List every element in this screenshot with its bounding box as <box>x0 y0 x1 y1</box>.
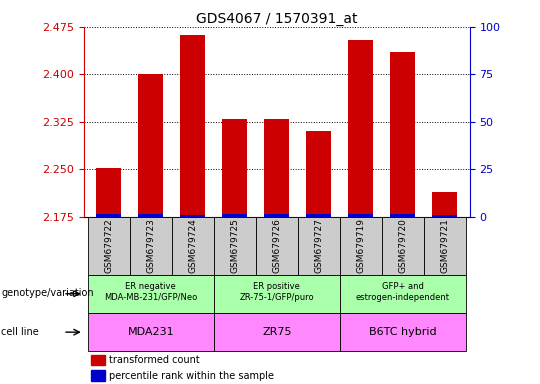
Bar <box>91 355 105 365</box>
Bar <box>91 370 105 381</box>
Text: cell line: cell line <box>1 327 39 337</box>
Text: GSM679722: GSM679722 <box>104 218 113 273</box>
Bar <box>88 217 130 275</box>
Bar <box>180 35 205 217</box>
Text: transformed count: transformed count <box>109 355 200 365</box>
Text: GSM679727: GSM679727 <box>314 218 323 273</box>
Text: GSM679720: GSM679720 <box>398 218 407 273</box>
Text: genotype/variation: genotype/variation <box>1 288 94 298</box>
Text: MDA231: MDA231 <box>127 327 174 337</box>
Text: GSM679721: GSM679721 <box>440 218 449 273</box>
Bar <box>348 40 373 217</box>
Text: GSM679726: GSM679726 <box>272 218 281 273</box>
Bar <box>138 74 164 217</box>
Text: GSM679725: GSM679725 <box>230 218 239 273</box>
Bar <box>306 214 332 217</box>
Bar <box>214 275 340 313</box>
Bar <box>172 217 214 275</box>
Bar <box>340 275 465 313</box>
Text: B6TC hybrid: B6TC hybrid <box>369 327 436 337</box>
Bar <box>432 215 457 217</box>
Bar <box>214 313 340 351</box>
Text: GFP+ and
estrogen-independent: GFP+ and estrogen-independent <box>356 282 450 301</box>
Bar <box>306 131 332 217</box>
Bar <box>390 52 415 217</box>
Bar <box>382 217 424 275</box>
Bar <box>222 119 247 217</box>
Text: GSM679723: GSM679723 <box>146 218 156 273</box>
Text: GSM679724: GSM679724 <box>188 218 197 273</box>
Bar <box>340 217 382 275</box>
Bar <box>390 214 415 217</box>
Bar <box>96 168 122 217</box>
Bar <box>340 313 465 351</box>
Bar <box>130 217 172 275</box>
Text: ER positive
ZR-75-1/GFP/puro: ER positive ZR-75-1/GFP/puro <box>239 282 314 301</box>
Bar <box>88 313 214 351</box>
Text: ZR75: ZR75 <box>262 327 292 337</box>
Bar <box>298 217 340 275</box>
Bar <box>88 275 214 313</box>
Bar <box>432 192 457 217</box>
Text: ER negative
MDA-MB-231/GFP/Neo: ER negative MDA-MB-231/GFP/Neo <box>104 282 198 301</box>
Bar <box>138 214 164 217</box>
Bar <box>264 119 289 217</box>
Bar <box>180 215 205 217</box>
Bar <box>424 217 465 275</box>
Text: GSM679719: GSM679719 <box>356 218 365 273</box>
Bar <box>256 217 298 275</box>
Bar <box>348 214 373 217</box>
Title: GDS4067 / 1570391_at: GDS4067 / 1570391_at <box>196 12 357 26</box>
Bar <box>96 214 122 217</box>
Bar <box>214 217 256 275</box>
Bar <box>222 214 247 217</box>
Bar <box>264 214 289 217</box>
Text: percentile rank within the sample: percentile rank within the sample <box>109 371 274 381</box>
